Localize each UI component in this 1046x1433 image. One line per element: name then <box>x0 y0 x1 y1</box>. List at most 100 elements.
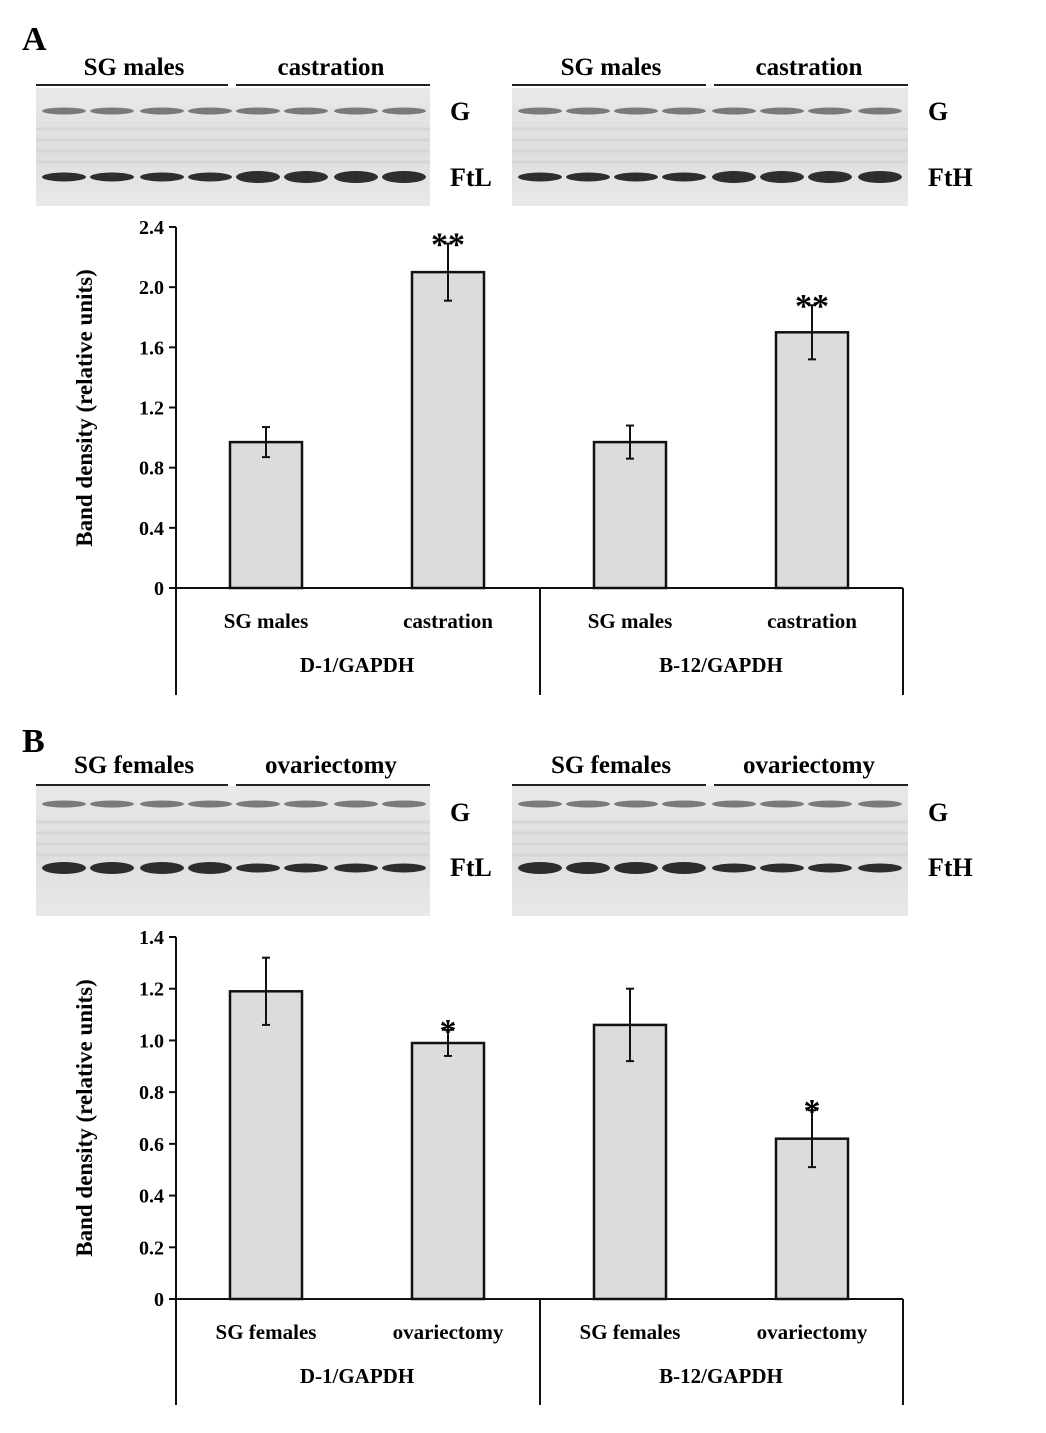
blot-band-g <box>334 800 378 808</box>
blot-band-ft <box>662 172 706 182</box>
blot-band-ft <box>566 862 610 874</box>
blot-band-g <box>90 107 134 115</box>
y-tick-label: 0.2 <box>139 1237 164 1259</box>
bar <box>774 331 850 590</box>
blot-band-ft <box>90 862 134 874</box>
band-label-g: G <box>928 97 948 126</box>
y-tick-label: 0.4 <box>139 518 164 540</box>
blot-band-g <box>662 107 706 115</box>
blot-band-ft <box>188 172 232 182</box>
blot-band-g <box>334 107 378 115</box>
significance-mark: ** <box>795 288 829 325</box>
y-tick-label: 0.6 <box>139 1134 164 1156</box>
blot-band-g <box>236 800 280 808</box>
blot-band-g <box>140 107 184 115</box>
blot-band-ft <box>858 863 902 873</box>
blot-band-g <box>712 800 756 808</box>
blot-band-g <box>42 800 86 808</box>
blot-band-ft <box>140 172 184 182</box>
band-label-ft: FtL <box>450 163 492 192</box>
blot-band-g <box>382 107 426 115</box>
blot-band-ft <box>712 171 756 183</box>
x-group-label: B-12/GAPDH <box>659 1364 783 1388</box>
blot-band-ft <box>90 172 134 182</box>
blot-band-g <box>90 800 134 808</box>
bar <box>228 440 304 590</box>
blot-band-g <box>858 107 902 115</box>
blot-band-g <box>808 107 852 115</box>
x-category-label: castration <box>767 609 857 633</box>
band-label-ft: FtL <box>450 853 492 882</box>
blot-band-g <box>662 800 706 808</box>
blot-band-g <box>284 800 328 808</box>
blot-band-ft <box>614 172 658 182</box>
significance-mark: ** <box>431 227 465 264</box>
panel-label: A <box>22 21 47 58</box>
y-tick-label: 0.8 <box>139 458 164 480</box>
blot-band-g <box>566 800 610 808</box>
blot-group-label: castration <box>278 54 385 81</box>
y-tick-label: 1.2 <box>139 398 164 420</box>
y-tick-label: 0.8 <box>139 1082 164 1104</box>
blot-band-ft <box>42 172 86 182</box>
blot-band-ft <box>808 171 852 183</box>
blot-band-g <box>188 800 232 808</box>
bar <box>228 990 304 1301</box>
x-category-label: ovariectomy <box>393 1320 504 1344</box>
blot-band-g <box>566 107 610 115</box>
blot-band-g <box>518 107 562 115</box>
y-tick-label: 1.4 <box>139 927 164 949</box>
blot-band-ft <box>712 863 756 873</box>
blot-band-ft <box>858 171 902 183</box>
blot-band-ft <box>760 863 804 873</box>
blot-image <box>36 88 430 206</box>
blot-image <box>36 786 430 916</box>
x-group-label: D-1/GAPDH <box>300 1364 414 1388</box>
y-tick-label: 0.4 <box>139 1186 164 1208</box>
blot-band-ft <box>284 863 328 873</box>
blot-band-ft <box>42 862 86 874</box>
band-label-g: G <box>450 97 470 126</box>
band-label-ft: FtH <box>928 163 973 192</box>
blot-band-g <box>236 107 280 115</box>
significance-mark: * <box>804 1093 821 1130</box>
x-group-label: B-12/GAPDH <box>659 653 783 677</box>
y-tick-label: 0 <box>154 1289 164 1311</box>
y-tick-label: 1.6 <box>139 337 164 359</box>
y-tick-label: 0 <box>154 578 164 600</box>
y-tick-label: 2.0 <box>139 277 164 299</box>
blot-band-ft <box>382 171 426 183</box>
blot-band-ft <box>566 172 610 182</box>
blot-band-g <box>188 107 232 115</box>
blot-band-g <box>858 800 902 808</box>
y-tick-label: 1.0 <box>139 1030 164 1052</box>
blot-band-ft <box>518 862 562 874</box>
blot-band-ft <box>614 862 658 874</box>
x-category-label: SG females <box>580 1320 681 1344</box>
blot-group-label: castration <box>756 54 863 81</box>
y-tick-label: 2.4 <box>139 217 164 239</box>
blot-band-ft <box>808 863 852 873</box>
blot-image <box>512 88 908 206</box>
blot-band-g <box>614 107 658 115</box>
significance-mark: * <box>440 1013 457 1050</box>
x-category-label: SG females <box>216 1320 317 1344</box>
blot-band-ft <box>662 862 706 874</box>
y-axis-label: Band density (relative units) <box>72 979 97 1257</box>
blot-band-ft <box>760 171 804 183</box>
blot-group-label: ovariectomy <box>265 752 397 779</box>
blot-band-g <box>614 800 658 808</box>
blot-band-ft <box>236 863 280 873</box>
blot-band-ft <box>284 171 328 183</box>
blot-band-g <box>140 800 184 808</box>
x-category-label: ovariectomy <box>757 1320 868 1344</box>
blot-band-g <box>42 107 86 115</box>
blot-band-ft <box>334 863 378 873</box>
blot-band-ft <box>518 172 562 182</box>
bar <box>592 440 668 590</box>
blot-group-label: SG females <box>551 752 671 779</box>
blot-band-g <box>518 800 562 808</box>
blot-band-g <box>760 800 804 808</box>
x-category-label: SG males <box>588 609 673 633</box>
